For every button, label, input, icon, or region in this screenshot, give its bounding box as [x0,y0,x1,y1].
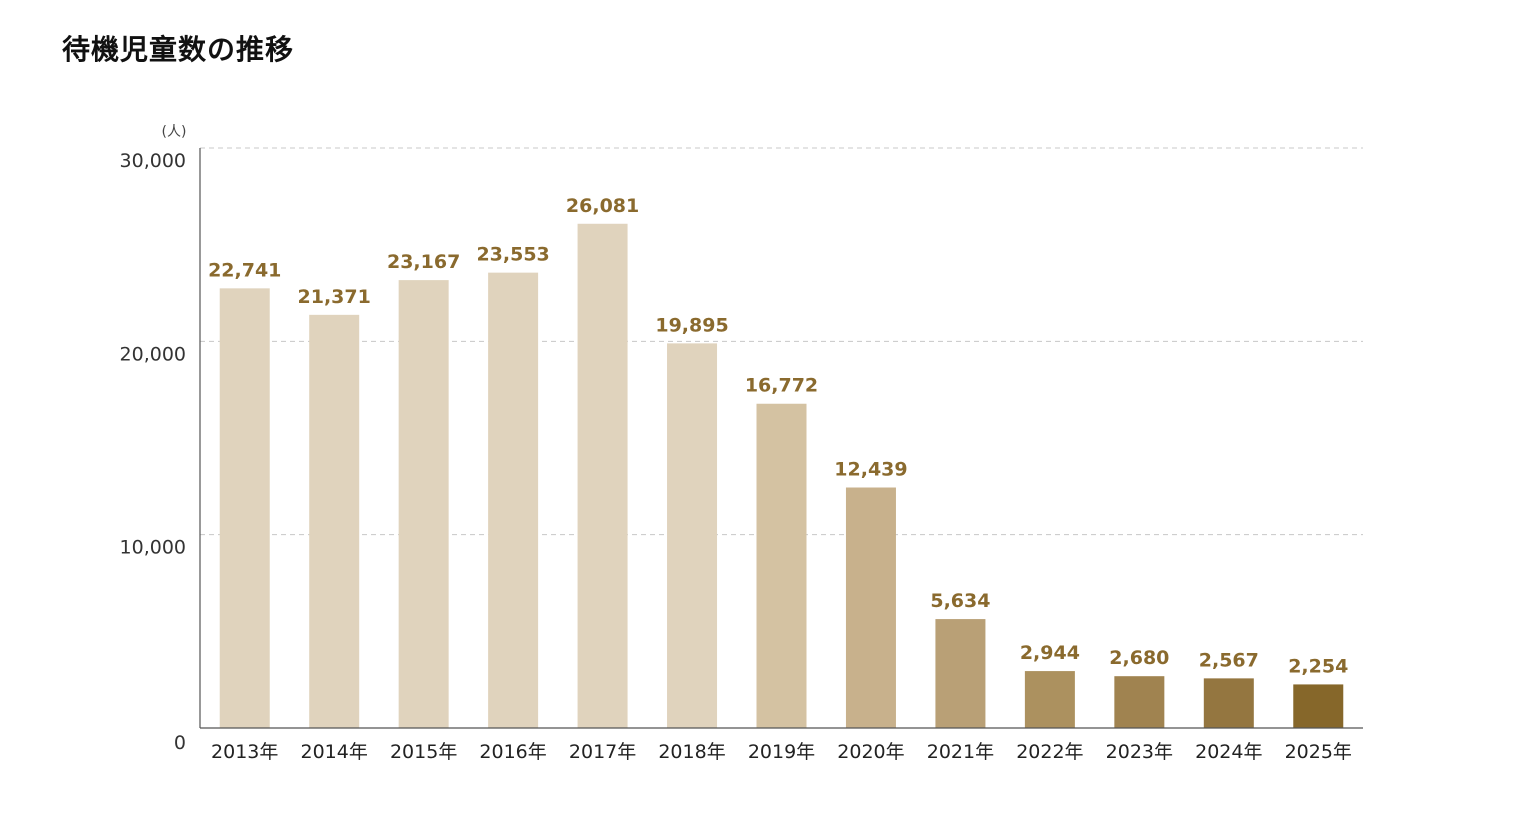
x-tick-label: 2014年 [301,741,368,763]
x-tick-label: 2019年 [748,741,815,763]
bar [1114,676,1165,728]
bar [667,343,718,728]
x-tick-label: 2013年 [211,741,278,763]
y-tick-label: 20,000 [120,343,186,365]
bar-value-label: 2,944 [1020,642,1080,664]
x-tick-label: 2023年 [1106,741,1173,763]
x-tick-label: 2020年 [837,741,904,763]
x-tick-label: 2015年 [390,741,457,763]
y-axis-unit: (人) [162,124,187,140]
y-tick-label: 30,000 [120,150,186,172]
x-tick-label: 2022年 [1016,741,1083,763]
bar-value-label: 19,895 [655,314,728,336]
bar [935,619,986,728]
bar [1293,684,1344,728]
x-tick-label: 2016年 [479,741,546,763]
bar [577,223,628,728]
bars [219,223,1344,728]
bar-value-label: 2,680 [1109,647,1169,669]
x-tick-label: 2024年 [1195,741,1262,763]
bar-value-label: 21,371 [298,286,371,308]
bar-value-label: 2,254 [1288,655,1348,677]
bar-value-label: 16,772 [745,375,818,397]
y-tick-label: 0 [174,732,186,754]
bar-value-label: 26,081 [566,195,639,217]
bar-value-label: 22,741 [208,259,281,281]
bar-value-label: 12,439 [834,459,907,481]
bar-value-label: 2,567 [1199,649,1259,671]
x-tick-label: 2018年 [658,741,725,763]
bar [756,403,807,728]
x-tick-label: 2025年 [1285,741,1352,763]
axes [199,148,1363,729]
bar-value-label: 23,167 [387,251,460,273]
labels: 0 10,000 20,000 30,000 22,741 2013年 21,371 2014… [120,150,1352,763]
bar-value-label: 5,634 [930,590,990,612]
bar [1024,671,1075,728]
y-tick-label: 10,000 [120,537,186,559]
chart-title: 待機児童数の推移 [62,33,295,66]
bar [398,280,449,728]
bar [219,288,270,728]
gridlines [200,147,1363,536]
x-tick-label: 2017年 [569,741,636,763]
bar [1203,678,1254,728]
bar [488,272,539,728]
bar [309,314,360,728]
x-tick-label: 2021年 [927,741,994,763]
bar [845,487,896,728]
bar-value-label: 23,553 [476,244,549,266]
